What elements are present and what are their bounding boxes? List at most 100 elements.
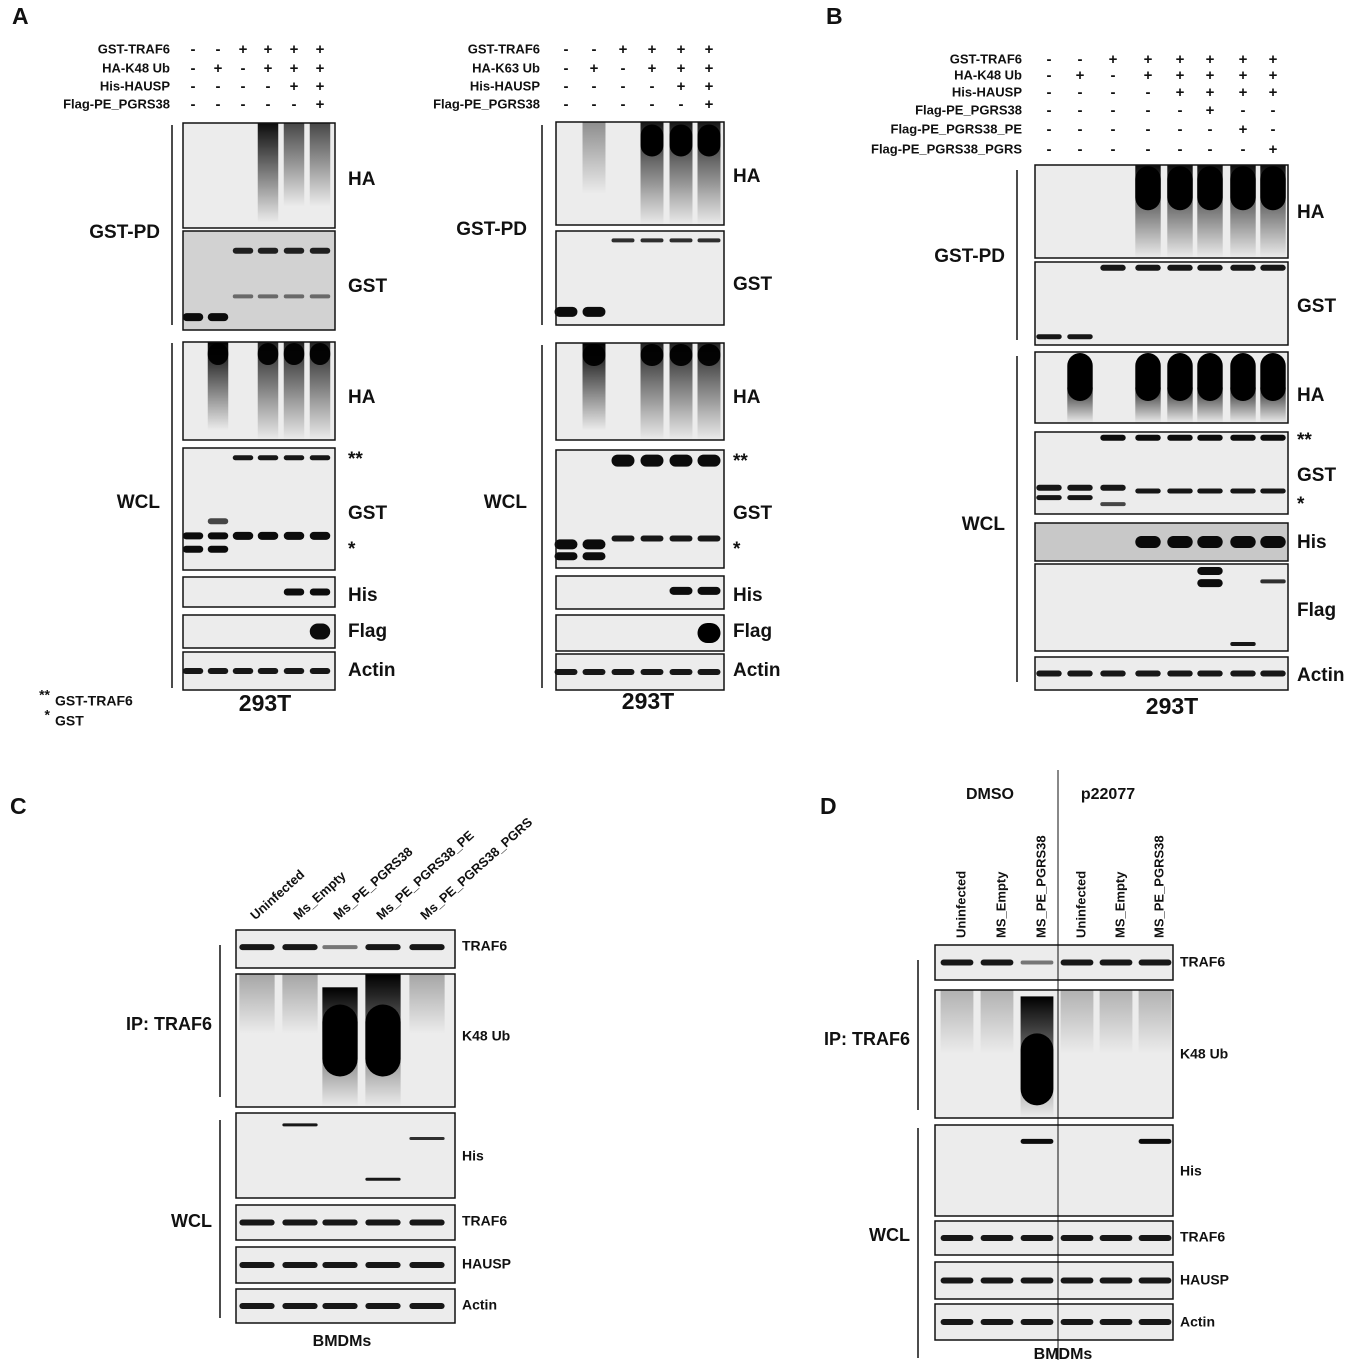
blot-frame bbox=[555, 230, 725, 326]
condition-label: Flag-PE_PGRS38_PGRS bbox=[871, 141, 1022, 156]
blot-frame bbox=[1034, 563, 1289, 652]
condition-sign: - bbox=[241, 78, 246, 95]
lane-label: MS_Empty bbox=[1112, 871, 1127, 938]
condition-sign: - bbox=[216, 78, 221, 95]
band bbox=[1167, 536, 1193, 548]
blot-frame bbox=[235, 1288, 456, 1324]
condition-sign: + bbox=[1206, 51, 1215, 68]
smear bbox=[697, 343, 721, 440]
condition-label: HA-K48 Ub bbox=[102, 60, 170, 75]
condition-sign: - bbox=[216, 41, 221, 58]
band bbox=[283, 455, 305, 461]
band bbox=[697, 454, 721, 467]
band bbox=[1167, 488, 1193, 494]
blot-panel bbox=[1035, 564, 1288, 651]
group-label: WCL bbox=[869, 1225, 910, 1245]
band bbox=[1197, 166, 1223, 211]
band bbox=[1060, 1235, 1094, 1241]
condition-sign: - bbox=[1146, 84, 1151, 101]
condition-sign: - bbox=[564, 96, 569, 113]
band bbox=[669, 454, 693, 467]
band bbox=[669, 124, 693, 157]
smear bbox=[207, 342, 229, 431]
band bbox=[640, 238, 664, 243]
band bbox=[409, 1219, 445, 1226]
condition-label: His-HAUSP bbox=[470, 78, 540, 93]
blot-panel bbox=[1035, 262, 1288, 345]
band bbox=[1020, 960, 1054, 965]
band-label: Flag bbox=[348, 621, 387, 642]
band bbox=[669, 669, 693, 675]
panel-letter: A bbox=[12, 3, 29, 29]
blot-frame bbox=[934, 1220, 1174, 1256]
band bbox=[1135, 670, 1161, 677]
band-label: Actin bbox=[1180, 1314, 1215, 1330]
condition-sign: + bbox=[1269, 51, 1278, 68]
band-label: HA bbox=[733, 166, 761, 187]
smear bbox=[257, 342, 279, 440]
condition-sign: - bbox=[650, 96, 655, 113]
band bbox=[409, 1303, 445, 1309]
condition-sign: - bbox=[1047, 141, 1052, 158]
blot-frame bbox=[555, 575, 725, 610]
band bbox=[697, 669, 721, 675]
condition-sign: - bbox=[621, 96, 626, 113]
band bbox=[207, 518, 229, 525]
band bbox=[309, 588, 331, 596]
band bbox=[582, 539, 606, 550]
band bbox=[582, 344, 606, 366]
condition-sign: + bbox=[677, 78, 686, 95]
lane-label: MS_PE_PGRS38 bbox=[1033, 835, 1048, 938]
smear bbox=[980, 990, 1014, 1054]
band-label: HA bbox=[733, 387, 761, 408]
blot-panel bbox=[556, 576, 724, 609]
blot-frame bbox=[1034, 522, 1289, 562]
condition-sign: + bbox=[1176, 51, 1185, 68]
band bbox=[257, 294, 279, 299]
band bbox=[640, 124, 664, 157]
condition-sign: - bbox=[1111, 84, 1116, 101]
band bbox=[669, 586, 693, 595]
smear bbox=[309, 123, 331, 207]
blot-frame bbox=[182, 651, 336, 691]
band bbox=[611, 454, 635, 467]
blot-frame bbox=[934, 1303, 1174, 1341]
band bbox=[640, 535, 664, 542]
band bbox=[1197, 536, 1223, 548]
band bbox=[1138, 1138, 1172, 1144]
band bbox=[940, 1277, 974, 1284]
condition-sign: - bbox=[191, 96, 196, 113]
condition-sign: - bbox=[1178, 102, 1183, 119]
blot-frame bbox=[235, 1246, 456, 1284]
band bbox=[239, 1219, 275, 1226]
condition-sign: + bbox=[1239, 121, 1248, 138]
condition-sign: - bbox=[1208, 121, 1213, 138]
condition-sign: - bbox=[1078, 51, 1083, 68]
condition-sign: + bbox=[1176, 84, 1185, 101]
band bbox=[1138, 1277, 1172, 1284]
smear bbox=[409, 974, 445, 1034]
condition-sign: + bbox=[705, 60, 714, 77]
band bbox=[1099, 1235, 1133, 1241]
lane-label: MS_Empty bbox=[993, 871, 1008, 938]
condition-sign: - bbox=[564, 78, 569, 95]
blot-panel bbox=[183, 577, 335, 607]
condition-label: Flag-PE_PGRS38 bbox=[915, 102, 1022, 117]
band bbox=[669, 535, 693, 542]
band bbox=[640, 344, 664, 366]
condition-sign: - bbox=[241, 96, 246, 113]
blot-frame bbox=[182, 447, 336, 571]
band bbox=[283, 588, 305, 596]
band bbox=[409, 1262, 445, 1268]
band-label: TRAF6 bbox=[462, 1213, 507, 1229]
condition-sign: - bbox=[241, 60, 246, 77]
condition-sign: + bbox=[316, 78, 325, 95]
band bbox=[232, 455, 254, 461]
condition-sign: + bbox=[1076, 67, 1085, 84]
condition-sign: - bbox=[592, 41, 597, 58]
smear bbox=[283, 342, 305, 440]
band bbox=[1099, 1319, 1133, 1325]
condition-sign: + bbox=[1269, 141, 1278, 158]
band bbox=[1020, 1235, 1054, 1241]
